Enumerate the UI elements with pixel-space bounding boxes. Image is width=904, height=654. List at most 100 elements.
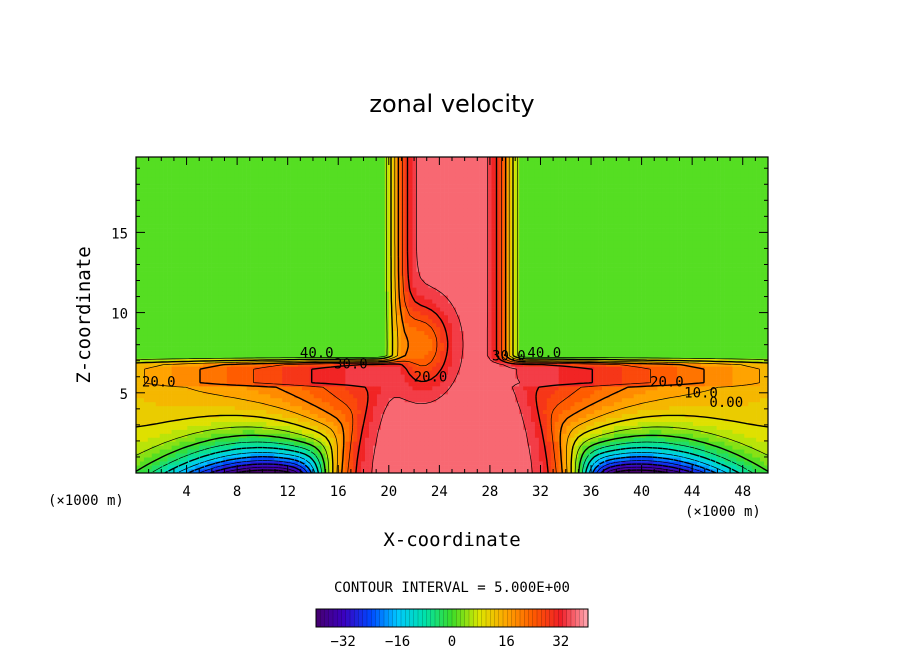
field-cell xyxy=(215,184,220,189)
field-cell xyxy=(369,212,374,217)
field-cell xyxy=(305,212,311,217)
field-cell xyxy=(195,469,200,473)
field-cell xyxy=(353,346,358,351)
field-cell xyxy=(155,216,160,221)
field-cell xyxy=(242,307,247,312)
field-cell xyxy=(199,441,204,446)
field-cell xyxy=(329,263,334,268)
field-cell xyxy=(215,409,220,415)
field-cell xyxy=(167,413,172,418)
field-cell xyxy=(266,417,271,422)
field-cell xyxy=(369,338,374,343)
field-cell xyxy=(215,421,220,426)
field-cell xyxy=(195,318,200,324)
field-cell xyxy=(317,247,322,253)
field-cell xyxy=(139,160,145,166)
field-cell xyxy=(163,405,168,411)
field-cell xyxy=(175,275,180,280)
field-cell xyxy=(301,378,307,383)
field-cell xyxy=(353,224,358,229)
field-cell xyxy=(349,465,354,470)
field-cell xyxy=(365,208,370,213)
field-cell xyxy=(325,453,330,458)
field-cell xyxy=(155,417,160,422)
field-cell xyxy=(337,370,342,375)
field-cell xyxy=(254,164,259,170)
field-cell xyxy=(230,224,236,229)
field-cell xyxy=(234,232,239,237)
field-cell xyxy=(139,390,145,395)
field-cell xyxy=(282,370,287,375)
field-cell xyxy=(136,200,141,205)
field-cell xyxy=(297,366,303,371)
field-cell xyxy=(159,362,164,367)
field-cell xyxy=(353,326,358,332)
field-cell xyxy=(207,445,212,450)
field-cell xyxy=(234,251,239,257)
field-cell xyxy=(254,168,259,174)
field-cell xyxy=(151,212,157,217)
field-cell xyxy=(234,239,239,245)
field-cell xyxy=(199,236,204,241)
field-cell xyxy=(218,441,224,446)
field-cell xyxy=(159,232,164,237)
field-cell xyxy=(357,401,362,407)
field-cell xyxy=(286,334,291,339)
field-cell xyxy=(163,295,168,300)
field-cell xyxy=(297,200,303,205)
field-cell xyxy=(155,338,160,343)
field-cell xyxy=(349,315,354,320)
field-cell xyxy=(380,429,386,434)
field-cell xyxy=(163,358,168,363)
field-cell xyxy=(317,358,322,363)
field-cell xyxy=(341,401,346,407)
field-cell xyxy=(262,168,267,174)
field-cell xyxy=(199,342,204,347)
field-cell xyxy=(226,461,232,466)
field-cell xyxy=(329,394,334,399)
field-cell xyxy=(139,184,145,189)
field-cell xyxy=(376,401,382,407)
field-cell xyxy=(270,176,275,181)
field-cell xyxy=(294,184,299,189)
field-cell xyxy=(373,401,378,407)
field-cell xyxy=(333,465,338,470)
field-cell xyxy=(143,445,149,450)
field-cell xyxy=(258,295,263,300)
field-cell xyxy=(250,220,255,225)
field-cell xyxy=(151,437,157,442)
field-cell xyxy=(325,200,330,205)
field-cell xyxy=(313,413,318,418)
field-cell xyxy=(230,157,236,162)
field-cell xyxy=(262,382,267,387)
field-cell xyxy=(136,330,141,336)
field-cell xyxy=(294,465,299,470)
field-cell xyxy=(163,176,168,181)
field-cell xyxy=(301,172,307,178)
field-cell xyxy=(163,394,168,399)
field-cell xyxy=(297,267,303,272)
field-cell xyxy=(155,192,160,197)
field-cell xyxy=(301,342,307,347)
field-cell xyxy=(242,311,247,316)
field-cell xyxy=(234,374,239,379)
field-cell xyxy=(147,413,153,418)
field-cell xyxy=(341,271,346,276)
field-cell xyxy=(155,397,160,403)
field-cell xyxy=(139,457,145,462)
field-cell xyxy=(353,259,358,264)
field-cell xyxy=(226,267,232,272)
field-cell xyxy=(155,437,160,442)
field-cell xyxy=(341,263,346,268)
field-cell xyxy=(337,236,342,241)
field-cell xyxy=(290,382,295,387)
field-cell xyxy=(313,338,318,343)
field-cell xyxy=(234,401,239,407)
field-cell xyxy=(147,425,153,430)
field-cell xyxy=(286,326,291,332)
field-cell xyxy=(266,160,271,166)
field-cell xyxy=(195,208,200,213)
field-cell xyxy=(242,299,247,304)
field-cell xyxy=(183,251,188,257)
field-cell xyxy=(297,338,303,343)
